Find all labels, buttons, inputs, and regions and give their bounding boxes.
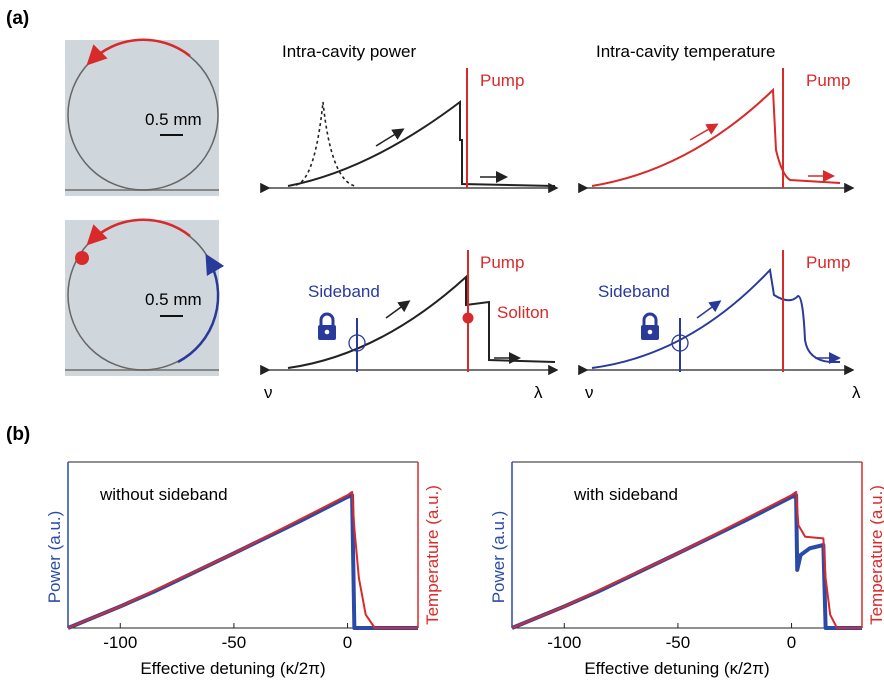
x-tick-label: 0 xyxy=(787,633,796,652)
panel-label: (a) xyxy=(6,8,29,29)
pump-label: Pump xyxy=(480,253,524,272)
sideband-label: Sideband xyxy=(598,282,670,301)
pump-label: Pump xyxy=(806,71,850,90)
temperature-schematic-top: Pump xyxy=(578,68,855,194)
annotation: with sideband xyxy=(573,485,678,504)
y2-axis-label: Temperature (a.u.) xyxy=(423,485,442,625)
column-title: Intra-cavity temperature xyxy=(596,42,776,61)
micrograph-top: 0.5 mm xyxy=(65,38,219,196)
x-axis-label: Effective detuning (κ/2π) xyxy=(140,659,325,678)
temperature-schematic-bottom: Pump Sideband ν λ xyxy=(578,250,861,402)
power-schematic-bottom: Pump Sideband Soliton ν λ xyxy=(260,250,559,402)
x-tick-label: -50 xyxy=(222,633,247,652)
scale-bar-label: 0.5 mm xyxy=(145,290,202,309)
annotation: without sideband xyxy=(99,485,228,504)
scale-bar-label: 0.5 mm xyxy=(145,110,202,129)
x-tick-label: -100 xyxy=(103,633,137,652)
column-title: Intra-cavity power xyxy=(282,42,416,61)
x-axis-label: Effective detuning (κ/2π) xyxy=(584,659,769,678)
panel-label: (b) xyxy=(6,424,30,445)
y2-axis-label: Temperature (a.u.) xyxy=(867,485,884,625)
x-tick-label: -100 xyxy=(547,633,581,652)
micrograph-bottom: 0.5 mm xyxy=(65,218,225,376)
x-tick-label: 0 xyxy=(343,633,352,652)
data-line xyxy=(511,493,862,630)
axis-label: ν xyxy=(585,383,594,402)
y-axis-label: Power (a.u.) xyxy=(45,511,64,604)
axis-label: ν xyxy=(264,383,273,402)
pump-label: Pump xyxy=(806,253,850,272)
axis-label: λ xyxy=(852,383,861,402)
data-line xyxy=(511,490,862,629)
y-axis-label: Power (a.u.) xyxy=(489,511,508,604)
soliton-label: Soliton xyxy=(497,303,549,322)
axis-label: λ xyxy=(534,383,543,402)
power-schematic-top: Pump xyxy=(260,68,559,194)
data-line xyxy=(67,490,418,629)
sideband-label: Sideband xyxy=(308,282,380,301)
pump-label: Pump xyxy=(480,71,524,90)
x-tick-label: -50 xyxy=(666,633,691,652)
